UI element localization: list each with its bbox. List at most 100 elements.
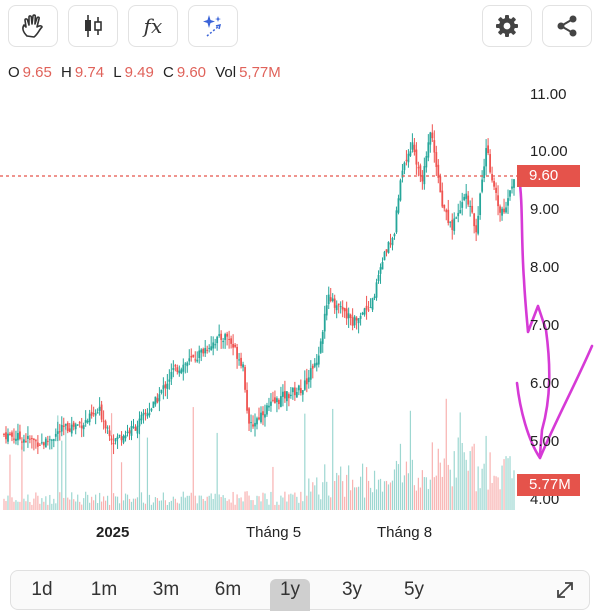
volume-bar — [119, 503, 120, 510]
volume-bar — [324, 464, 325, 510]
candle-body — [398, 198, 400, 212]
candle-body — [497, 195, 499, 206]
volume-bar — [316, 477, 317, 510]
candle-body — [174, 365, 176, 366]
candle-body — [131, 426, 133, 436]
range-1y-button[interactable]: 1y — [270, 579, 310, 611]
volume-bar — [27, 495, 28, 510]
candle-body — [176, 367, 178, 372]
candle-body — [372, 298, 374, 310]
candle-body — [83, 425, 85, 429]
candle-body — [164, 384, 166, 388]
volume-bar — [137, 497, 138, 510]
volume-bar — [360, 477, 361, 510]
candle-body — [280, 396, 282, 407]
volume-bar — [454, 451, 455, 510]
candle-body — [242, 364, 244, 367]
volume-bar — [366, 467, 367, 510]
volume-bar — [35, 492, 36, 510]
volume-bar — [284, 492, 285, 510]
volume-bar — [458, 438, 459, 510]
candle-body — [194, 359, 196, 360]
volume-bar — [404, 475, 405, 510]
range-3y-button[interactable]: 3y — [321, 579, 383, 611]
volume-bar — [326, 482, 327, 510]
candle-body — [451, 220, 453, 230]
volume-bar — [217, 433, 218, 510]
candle-body — [493, 181, 495, 187]
volume-bar — [79, 502, 80, 510]
range-1d-button[interactable]: 1d — [11, 579, 73, 611]
volume-bar — [414, 485, 415, 510]
candle-body — [324, 314, 326, 332]
volume-bar — [308, 478, 309, 510]
volume-bar — [153, 502, 154, 510]
candle-body — [296, 392, 298, 398]
candle-body — [236, 347, 238, 359]
candle-body — [360, 316, 362, 319]
volume-bar — [11, 497, 12, 510]
volume-bar — [392, 481, 393, 510]
candle-body — [390, 243, 392, 244]
volume-bar — [71, 492, 72, 510]
volume-bar — [41, 498, 42, 510]
volume-bar — [460, 412, 461, 510]
candle-body — [81, 426, 83, 429]
range-6m-button[interactable]: 6m — [197, 579, 259, 611]
volume-bar — [472, 446, 473, 510]
candle-body — [396, 210, 398, 232]
volume-bar — [49, 495, 50, 510]
candle-body — [69, 428, 71, 431]
volume-bar — [374, 471, 375, 510]
volume-bar — [63, 498, 64, 510]
range-1m-button[interactable]: 1m — [73, 579, 135, 611]
volume-bar — [238, 498, 239, 510]
range-5y-button[interactable]: 5y — [383, 579, 445, 611]
volume-bar — [466, 460, 467, 510]
candle-body — [151, 409, 153, 411]
volume-bar — [382, 492, 383, 510]
volume-bar — [5, 501, 6, 510]
candle-body — [222, 341, 224, 342]
fullscreen-button[interactable] — [541, 579, 589, 611]
candle-body — [182, 365, 184, 372]
volume-bar — [93, 500, 94, 510]
volume-bar — [105, 501, 106, 510]
volume-bar — [99, 493, 100, 510]
candle-body — [190, 356, 192, 358]
candle-body — [300, 388, 302, 393]
candle-body — [244, 367, 246, 390]
candle-body — [137, 426, 139, 434]
candle-body — [316, 363, 318, 366]
candle-body — [246, 390, 248, 411]
volume-bar — [276, 502, 277, 510]
volume-bar — [133, 499, 134, 510]
candle-body — [25, 441, 27, 442]
candle-body — [210, 346, 212, 350]
candle-body — [481, 180, 483, 192]
volume-bar — [318, 495, 319, 510]
volume-bar — [33, 499, 34, 510]
volume-bar — [195, 496, 196, 510]
volume-bar — [17, 502, 18, 510]
volume-bar — [410, 411, 411, 510]
volume-bar — [268, 505, 269, 510]
volume-bar — [442, 477, 443, 510]
candle-body — [196, 360, 198, 362]
volume-bar — [450, 470, 451, 510]
candle-body — [125, 435, 127, 438]
candle-body — [394, 234, 396, 236]
candle-body — [252, 424, 254, 426]
candle-body — [65, 424, 67, 426]
candle-body — [115, 438, 117, 441]
volume-bar — [486, 436, 487, 510]
range-3m-button[interactable]: 3m — [135, 579, 197, 611]
volume-bar — [67, 498, 68, 510]
price-tick: 6.00 — [530, 375, 559, 392]
volume-bar — [266, 499, 267, 510]
volume-bar — [304, 414, 305, 510]
range-selector: 1d 1m 3m 6m 1y 3y 5y — [10, 570, 590, 610]
candle-body — [350, 315, 352, 318]
volume-bar — [107, 496, 108, 510]
